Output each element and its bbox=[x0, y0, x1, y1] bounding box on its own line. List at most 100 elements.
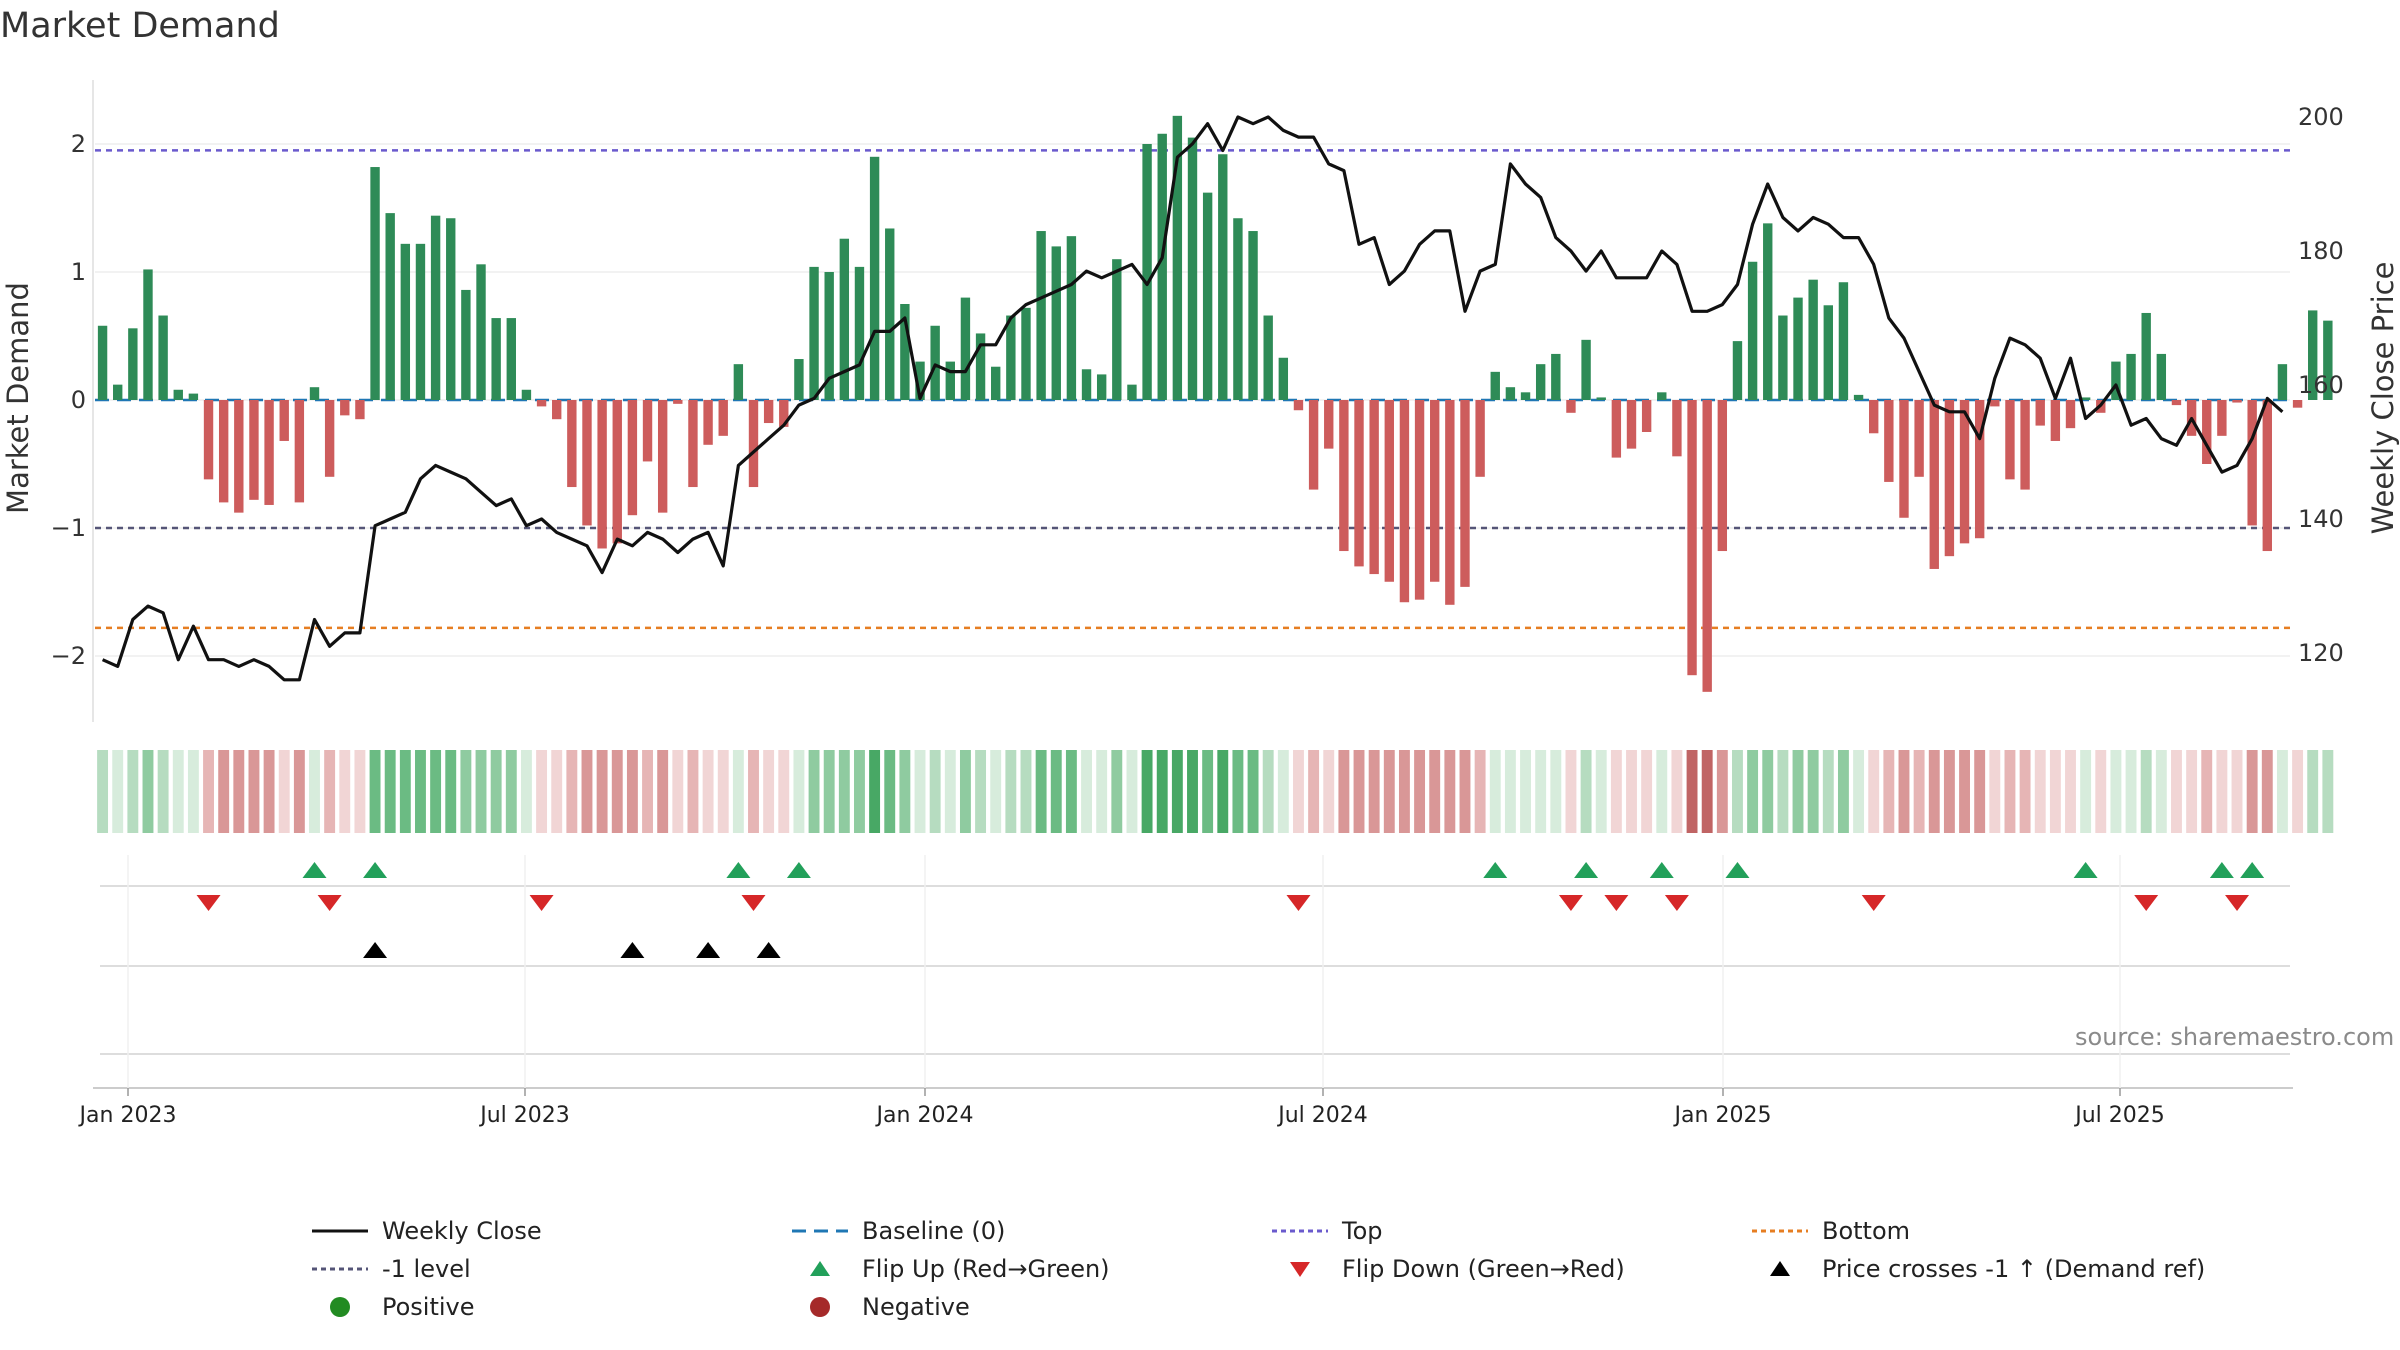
flip-down-marker bbox=[1664, 895, 1689, 911]
legend-label: -1 level bbox=[382, 1255, 471, 1283]
heat-cell bbox=[1837, 750, 1849, 833]
weekly-close-line bbox=[101, 115, 2284, 682]
heat-cell bbox=[748, 750, 759, 833]
demand-bar bbox=[748, 400, 759, 488]
heat-cell bbox=[97, 750, 109, 833]
demand-bar bbox=[733, 364, 744, 400]
heat-cell bbox=[778, 750, 790, 833]
heat-cell bbox=[233, 750, 245, 833]
demand-bar bbox=[1475, 400, 1485, 477]
heat-cell bbox=[672, 750, 684, 833]
demand-bar bbox=[2005, 400, 2015, 480]
heat-cell bbox=[445, 750, 457, 833]
heat-cell bbox=[1989, 750, 2001, 833]
level-lines bbox=[95, 149, 2290, 630]
demand-bar bbox=[1021, 307, 1031, 400]
demand-bar bbox=[552, 400, 562, 420]
legend-label: Positive bbox=[382, 1293, 475, 1321]
flip-down-marker bbox=[1861, 895, 1886, 911]
demand-bar bbox=[1687, 400, 1697, 676]
heat-cell bbox=[1943, 750, 1955, 833]
heat-cell bbox=[1898, 750, 1910, 833]
heat-cell bbox=[1383, 750, 1395, 833]
heat-cell bbox=[2049, 750, 2061, 833]
demand-bar bbox=[1293, 400, 1304, 411]
heat-cell bbox=[1065, 750, 1077, 833]
demand-bar bbox=[340, 400, 350, 416]
legend-item-price-cross: Price crosses -1 ↑ (Demand ref) bbox=[1750, 1255, 2205, 1283]
heat-cell bbox=[2034, 750, 2046, 833]
demand-bar bbox=[1611, 400, 1622, 458]
heat-cell bbox=[520, 750, 532, 833]
heat-cell bbox=[1338, 750, 1350, 833]
demand-bar bbox=[2292, 400, 2303, 408]
demand-bar bbox=[991, 366, 1001, 400]
heat-cell bbox=[1202, 750, 1214, 833]
heat-cell bbox=[2140, 750, 2152, 833]
heat-cell bbox=[1762, 750, 1774, 833]
legend-item-flip-up: Flip Up (Red→Green) bbox=[790, 1255, 1110, 1283]
demand-bar bbox=[1899, 400, 1909, 518]
chart-title: Market Demand bbox=[0, 6, 280, 46]
demand-bar bbox=[1747, 261, 1758, 400]
heat-cell bbox=[1126, 750, 1138, 833]
demand-bar bbox=[1112, 259, 1122, 400]
heat-cell bbox=[339, 750, 351, 833]
heat-cell bbox=[1429, 750, 1441, 833]
right-tick-label: 160 bbox=[2298, 371, 2344, 399]
demand-bar bbox=[1823, 305, 1833, 400]
heat-cell bbox=[1474, 750, 1486, 833]
heat-cell bbox=[1414, 750, 1426, 833]
heat-cell bbox=[1489, 750, 1501, 833]
demand-bar bbox=[1914, 400, 1924, 477]
flip-down-marker bbox=[529, 895, 554, 911]
heat-cell bbox=[929, 750, 941, 833]
demand-bar bbox=[1763, 223, 1773, 400]
demand-bar bbox=[1399, 400, 1410, 603]
heat-cell bbox=[611, 750, 623, 833]
demand-bar bbox=[1990, 400, 2000, 407]
demand-bar bbox=[930, 325, 940, 400]
demand-bar bbox=[824, 272, 834, 400]
legend-label: Top bbox=[1342, 1217, 1383, 1245]
legend-label: Baseline (0) bbox=[862, 1217, 1006, 1245]
demand-bar bbox=[612, 400, 622, 544]
heat-cell bbox=[642, 750, 653, 833]
heat-cell bbox=[1792, 750, 1804, 833]
price-layer bbox=[101, 115, 2284, 682]
demand-bar bbox=[234, 400, 244, 513]
price-cross-marker bbox=[620, 942, 645, 958]
heat-cell bbox=[490, 750, 502, 833]
demand-bar bbox=[218, 400, 229, 503]
legend-label: Flip Up (Red→Green) bbox=[862, 1255, 1110, 1283]
heat-cell bbox=[1883, 750, 1895, 833]
heat-cell bbox=[399, 750, 411, 833]
demand-bar bbox=[2217, 400, 2227, 436]
demand-bar bbox=[294, 400, 305, 503]
heat-cell bbox=[1535, 750, 1547, 833]
heat-cell bbox=[2276, 750, 2288, 833]
flip-up-marker bbox=[363, 862, 388, 878]
heat-cell bbox=[1565, 750, 1577, 833]
heat-cell bbox=[1323, 750, 1335, 833]
demand-bar bbox=[2308, 310, 2318, 400]
demand-bar bbox=[1354, 400, 1364, 567]
demand-bar bbox=[1520, 392, 1531, 400]
demand-bar bbox=[1732, 341, 1743, 400]
demand-bar bbox=[582, 400, 592, 526]
heat-cell bbox=[2125, 750, 2137, 833]
left-tick-label: −1 bbox=[51, 514, 86, 542]
demand-bar bbox=[1929, 400, 1939, 569]
legend-label: Flip Down (Green→Red) bbox=[1342, 1255, 1625, 1283]
demand-bar bbox=[1460, 400, 1470, 587]
heat-cell bbox=[1641, 750, 1653, 833]
flip-up-marker bbox=[726, 862, 751, 878]
heat-cell bbox=[293, 750, 305, 833]
demand-bar bbox=[960, 297, 971, 400]
demand-bar bbox=[536, 400, 547, 407]
demand-bar bbox=[355, 400, 365, 420]
flip-down-marker bbox=[1286, 895, 1311, 911]
demand-bar bbox=[1384, 400, 1394, 582]
heat-cell bbox=[1277, 750, 1289, 833]
